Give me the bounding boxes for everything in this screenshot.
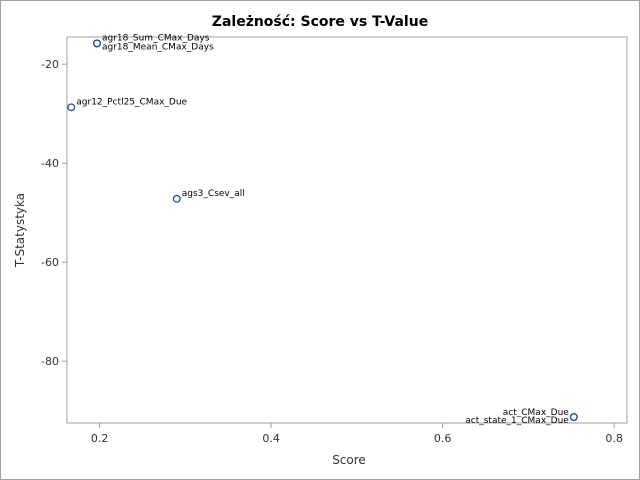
- data-points: [67, 39, 578, 422]
- data-point: [93, 39, 101, 48]
- point-label: act_CMax_Due: [503, 408, 570, 418]
- point-label: agr18_Sum_CMax_Days: [102, 33, 210, 43]
- y-tick-label: -40: [41, 157, 59, 170]
- y-tick-label: -60: [41, 256, 59, 269]
- y-axis: -20 -40 -60 -80: [41, 58, 67, 368]
- x-axis: 0.2 0.4 0.6 0.8: [91, 423, 623, 445]
- data-point: [172, 194, 181, 203]
- plot-area: [66, 36, 628, 424]
- x-tick-label: 0.8: [605, 432, 623, 445]
- x-tick-label: 0.4: [262, 432, 280, 445]
- x-tick-label: 0.2: [91, 432, 109, 445]
- point-label: agr12_Pctl25_CMax_Due: [76, 97, 187, 107]
- y-tick-label: -20: [41, 58, 59, 71]
- data-point: [569, 413, 578, 422]
- y-axis-label: T-Statystyka: [13, 193, 27, 268]
- point-labels: agr18_Sum_CMax_Daysagr18_Mean_CMax_Daysa…: [76, 33, 569, 426]
- point-label: ags3_Csev_all: [182, 189, 245, 199]
- x-tick-label: 0.6: [434, 432, 452, 445]
- point-label: agr18_Mean_CMax_Days: [102, 42, 214, 52]
- data-point: [67, 103, 76, 112]
- point-label: act_state_1_CMax_Due: [465, 416, 569, 426]
- y-tick-label: -80: [41, 355, 59, 368]
- chart-title: Zależność: Score vs T-Value: [212, 14, 428, 30]
- x-axis-label: Score: [332, 453, 366, 467]
